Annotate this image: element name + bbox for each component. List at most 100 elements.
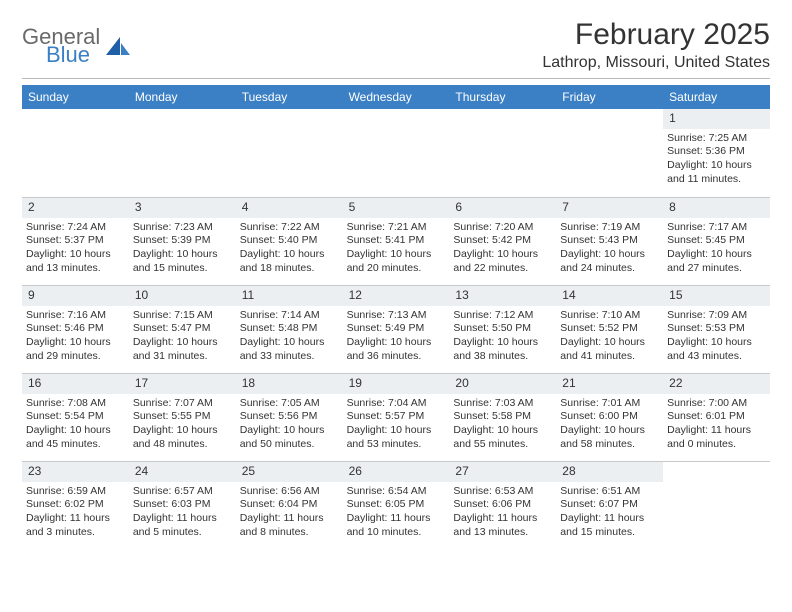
sunrise-text: Sunrise: 7:24 AM xyxy=(26,221,125,235)
day-number: 2 xyxy=(28,200,123,216)
day-number: 26 xyxy=(349,464,444,480)
calendar-cell xyxy=(449,109,556,197)
daynum-wrap: 12 xyxy=(343,286,450,306)
sunset-text: Sunset: 5:57 PM xyxy=(347,410,446,424)
calendar-cell: 3Sunrise: 7:23 AMSunset: 5:39 PMDaylight… xyxy=(129,197,236,285)
calendar-cell: 14Sunrise: 7:10 AMSunset: 5:52 PMDayligh… xyxy=(556,285,663,373)
daynum-wrap xyxy=(449,109,556,113)
daylight-text: Daylight: 10 hours and 58 minutes. xyxy=(560,424,659,451)
daynum-wrap: 27 xyxy=(449,462,556,482)
daynum-wrap: 19 xyxy=(343,374,450,394)
calendar-cell: 15Sunrise: 7:09 AMSunset: 5:53 PMDayligh… xyxy=(663,285,770,373)
calendar-cell: 18Sunrise: 7:05 AMSunset: 5:56 PMDayligh… xyxy=(236,373,343,461)
daylight-text: Daylight: 11 hours and 8 minutes. xyxy=(240,512,339,539)
calendar-cell: 19Sunrise: 7:04 AMSunset: 5:57 PMDayligh… xyxy=(343,373,450,461)
sunrise-text: Sunrise: 7:09 AM xyxy=(667,309,766,323)
sunrise-text: Sunrise: 7:10 AM xyxy=(560,309,659,323)
daynum-wrap xyxy=(236,109,343,113)
title-block: February 2025 Lathrop, Missouri, United … xyxy=(542,18,770,72)
sunset-text: Sunset: 5:56 PM xyxy=(240,410,339,424)
sunrise-text: Sunrise: 7:19 AM xyxy=(560,221,659,235)
daynum-wrap: 4 xyxy=(236,198,343,218)
sunset-text: Sunset: 5:48 PM xyxy=(240,322,339,336)
sunrise-text: Sunrise: 7:14 AM xyxy=(240,309,339,323)
calendar-cell xyxy=(236,109,343,197)
sunset-text: Sunset: 6:01 PM xyxy=(667,410,766,424)
sunrise-text: Sunrise: 7:25 AM xyxy=(667,132,766,146)
sunrise-text: Sunrise: 6:51 AM xyxy=(560,485,659,499)
sunset-text: Sunset: 6:04 PM xyxy=(240,498,339,512)
weekday-fri: Friday xyxy=(556,85,663,109)
sunset-text: Sunset: 6:06 PM xyxy=(453,498,552,512)
daylight-text: Daylight: 10 hours and 48 minutes. xyxy=(133,424,232,451)
calendar-cell: 5Sunrise: 7:21 AMSunset: 5:41 PMDaylight… xyxy=(343,197,450,285)
daylight-text: Daylight: 10 hours and 13 minutes. xyxy=(26,248,125,275)
daynum-wrap: 22 xyxy=(663,374,770,394)
daynum-wrap xyxy=(22,109,129,113)
day-number: 24 xyxy=(135,464,230,480)
sunset-text: Sunset: 6:05 PM xyxy=(347,498,446,512)
daynum-wrap: 2 xyxy=(22,198,129,218)
sunset-text: Sunset: 5:50 PM xyxy=(453,322,552,336)
sunrise-text: Sunrise: 7:07 AM xyxy=(133,397,232,411)
daylight-text: Daylight: 10 hours and 50 minutes. xyxy=(240,424,339,451)
sunset-text: Sunset: 5:43 PM xyxy=(560,234,659,248)
daylight-text: Daylight: 10 hours and 38 minutes. xyxy=(453,336,552,363)
sunrise-text: Sunrise: 6:54 AM xyxy=(347,485,446,499)
daynum-wrap: 10 xyxy=(129,286,236,306)
daynum-wrap: 26 xyxy=(343,462,450,482)
calendar-cell: 2 Sunrise: 7:24 AMSunset: 5:37 PMDaylight… xyxy=(22,197,129,285)
daynum-wrap: 21 xyxy=(556,374,663,394)
weekday-sat: Saturday xyxy=(663,85,770,109)
daynum-wrap: 15 xyxy=(663,286,770,306)
daylight-text: Daylight: 10 hours and 22 minutes. xyxy=(453,248,552,275)
sunset-text: Sunset: 5:41 PM xyxy=(347,234,446,248)
month-title: February 2025 xyxy=(542,18,770,52)
daynum-wrap: 9 xyxy=(22,286,129,306)
day-number: 4 xyxy=(242,200,337,216)
sunrise-text: Sunrise: 6:59 AM xyxy=(26,485,125,499)
calendar-cell: 10Sunrise: 7:15 AMSunset: 5:47 PMDayligh… xyxy=(129,285,236,373)
sunrise-text: Sunrise: 7:21 AM xyxy=(347,221,446,235)
daylight-text: Daylight: 10 hours and 27 minutes. xyxy=(667,248,766,275)
calendar-cell xyxy=(663,461,770,549)
sunset-text: Sunset: 5:52 PM xyxy=(560,322,659,336)
daynum-wrap: 14 xyxy=(556,286,663,306)
day-number: 3 xyxy=(135,200,230,216)
calendar-grid: 1Sunrise: 7:25 AMSunset: 5:36 PMDaylight… xyxy=(22,109,770,549)
daylight-text: Daylight: 11 hours and 0 minutes. xyxy=(667,424,766,451)
day-number: 18 xyxy=(242,376,337,392)
sunset-text: Sunset: 5:37 PM xyxy=(26,234,125,248)
calendar-cell: 11Sunrise: 7:14 AMSunset: 5:48 PMDayligh… xyxy=(236,285,343,373)
weekday-wed: Wednesday xyxy=(343,85,450,109)
sunset-text: Sunset: 5:36 PM xyxy=(667,145,766,159)
calendar-cell: 23Sunrise: 6:59 AMSunset: 6:02 PMDayligh… xyxy=(22,461,129,549)
day-number: 9 xyxy=(28,288,123,304)
weekday-header-row: Sunday Monday Tuesday Wednesday Thursday… xyxy=(22,85,770,109)
calendar-cell xyxy=(556,109,663,197)
calendar-cell: 6Sunrise: 7:20 AMSunset: 5:42 PMDaylight… xyxy=(449,197,556,285)
sunrise-text: Sunrise: 6:57 AM xyxy=(133,485,232,499)
sunset-text: Sunset: 5:39 PM xyxy=(133,234,232,248)
day-number: 14 xyxy=(562,288,657,304)
calendar-cell: 22Sunrise: 7:00 AMSunset: 6:01 PMDayligh… xyxy=(663,373,770,461)
sunrise-text: Sunrise: 7:16 AM xyxy=(26,309,125,323)
daylight-text: Daylight: 10 hours and 11 minutes. xyxy=(667,159,766,186)
calendar-cell: 17Sunrise: 7:07 AMSunset: 5:55 PMDayligh… xyxy=(129,373,236,461)
calendar-cell: 26Sunrise: 6:54 AMSunset: 6:05 PMDayligh… xyxy=(343,461,450,549)
sunrise-text: Sunrise: 6:56 AM xyxy=(240,485,339,499)
calendar-page: General Blue February 2025 Lathrop, Miss… xyxy=(0,0,792,559)
sunrise-text: Sunrise: 7:20 AM xyxy=(453,221,552,235)
daylight-text: Daylight: 10 hours and 53 minutes. xyxy=(347,424,446,451)
weekday-mon: Monday xyxy=(129,85,236,109)
daylight-text: Daylight: 10 hours and 55 minutes. xyxy=(453,424,552,451)
daynum-wrap xyxy=(343,109,450,113)
daynum-wrap: 18 xyxy=(236,374,343,394)
day-number: 12 xyxy=(349,288,444,304)
calendar-cell: 8Sunrise: 7:17 AMSunset: 5:45 PMDaylight… xyxy=(663,197,770,285)
calendar-cell: 25Sunrise: 6:56 AMSunset: 6:04 PMDayligh… xyxy=(236,461,343,549)
weekday-sun: Sunday xyxy=(22,85,129,109)
sunrise-text: Sunrise: 7:17 AM xyxy=(667,221,766,235)
daylight-text: Daylight: 10 hours and 45 minutes. xyxy=(26,424,125,451)
brand-text-block: General Blue xyxy=(22,26,100,66)
